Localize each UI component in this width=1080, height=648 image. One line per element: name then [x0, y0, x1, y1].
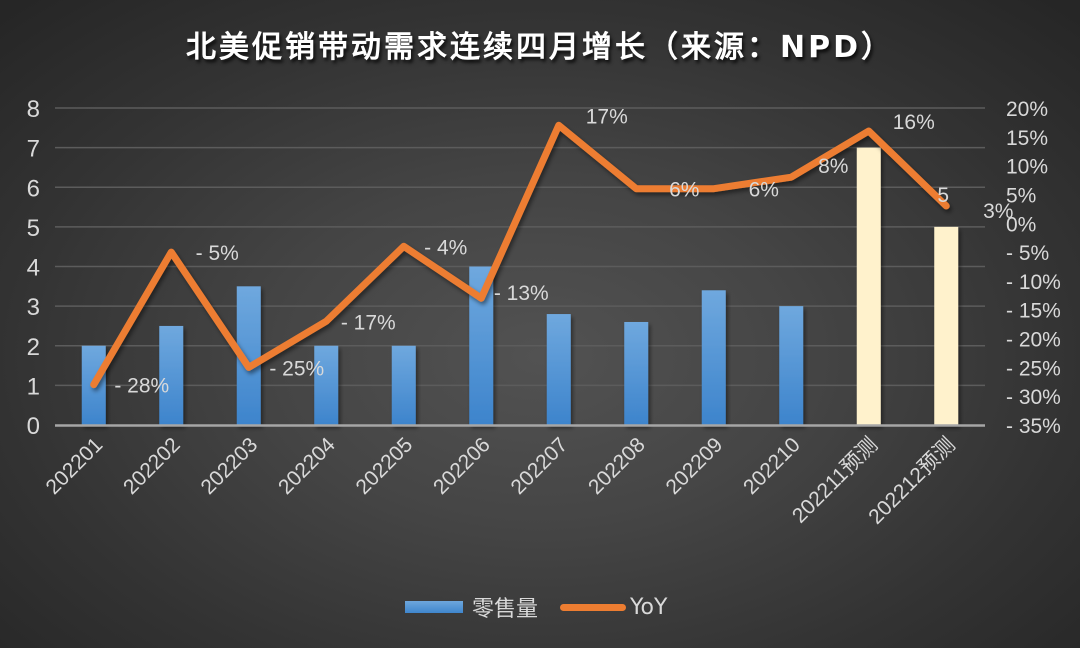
left-tick-label: 6: [27, 175, 40, 202]
bar: [314, 345, 339, 425]
left-tick-label: 5: [27, 215, 40, 242]
yoy-data-label: 16%: [893, 111, 935, 134]
right-tick-label: - 25%: [1006, 357, 1061, 380]
bar: [856, 147, 881, 425]
annotation-label: 5: [937, 184, 949, 207]
bar: [391, 345, 416, 425]
legend-label: YoY: [630, 594, 668, 620]
right-tick-label: - 20%: [1006, 329, 1061, 352]
yoy-data-label: - 5%: [196, 242, 239, 265]
left-tick-label: 2: [27, 334, 40, 361]
bar: [701, 290, 726, 425]
x-tick-label: 202203: [196, 433, 262, 499]
yoy-data-label: - 4%: [424, 236, 467, 259]
x-axis: 202201 202202 202203 202204 202205 202206 2022…: [41, 433, 959, 529]
bar: [779, 306, 804, 425]
yoy-data-label: 6%: [749, 179, 779, 202]
legend-item-yoy: YoY: [560, 595, 667, 620]
left-axis: 0 1 2 3 4 5 6 7 8: [27, 96, 40, 440]
yoy-data-label: 6%: [669, 179, 699, 202]
right-tick-label: 20%: [1006, 98, 1048, 121]
bar: [624, 321, 649, 425]
right-tick-label: - 30%: [1006, 386, 1061, 409]
x-tick-label: 202207: [506, 433, 572, 499]
line-swatch-icon: [560, 603, 627, 611]
right-tick-label: - 5%: [1006, 242, 1049, 265]
right-tick-label: 10%: [1006, 156, 1048, 179]
left-tick-label: 4: [27, 255, 40, 282]
legend-label: 零售量: [472, 597, 539, 622]
right-axis: 20% 15% 10% 5% 0% - 5% - 10% - 15% - 20% - 25% - 3…: [1006, 98, 1061, 438]
x-tick-label: 202205: [351, 433, 417, 499]
x-tick-label: 202202: [119, 433, 185, 499]
bar: [546, 314, 571, 425]
x-tick-label: 202208: [584, 433, 650, 499]
yoy-data-label: - 17%: [341, 311, 396, 334]
yoy-data-label: - 13%: [494, 282, 549, 305]
left-tick-label: 8: [27, 96, 40, 123]
right-tick-label: - 15%: [1006, 300, 1061, 323]
line-series: [90, 121, 950, 389]
gridlines: [55, 107, 985, 387]
x-tick-label: 202210: [739, 433, 805, 499]
left-tick-label: 7: [27, 136, 40, 163]
yoy-data-label: 17%: [586, 105, 628, 128]
chart-title: 北美促销带动需求连续四月增长（来源：NPD）: [186, 30, 894, 65]
left-tick-label: 3: [27, 294, 40, 321]
right-tick-label: 0%: [1006, 213, 1036, 236]
yoy-line: [90, 121, 950, 389]
left-tick-label: 1: [27, 373, 40, 400]
right-tick-label: 15%: [1006, 127, 1048, 150]
right-tick-label: - 35%: [1006, 415, 1061, 438]
x-tick-label: 202206: [429, 433, 495, 499]
yoy-data-label: 8%: [818, 155, 848, 178]
bar: [159, 325, 184, 425]
x-tick-label: 202209: [661, 433, 727, 499]
yoy-data-label: - 28%: [114, 375, 169, 398]
yoy-data-label: - 25%: [269, 357, 324, 380]
x-tick-label: 202204: [274, 433, 340, 499]
data-labels: - 28% - 5% - 25% - 17% - 4% - 13% 17% 6% 6% 8% 16%…: [114, 105, 1013, 397]
bar-swatch-icon: [405, 601, 463, 613]
x-tick-label: 202201: [41, 433, 107, 499]
bar: [934, 226, 959, 425]
legend: 零售量 YoY: [405, 592, 689, 622]
left-tick-label: 0: [27, 413, 40, 440]
right-tick-label: - 10%: [1006, 271, 1061, 294]
yoy-data-label: 3%: [983, 200, 1013, 223]
right-tick-label: 5%: [1006, 184, 1036, 207]
legend-item-retail-volume: 零售量: [405, 591, 538, 623]
